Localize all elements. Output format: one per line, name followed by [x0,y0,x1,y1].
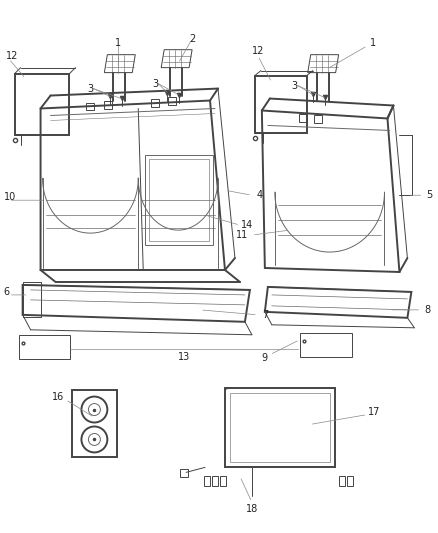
Text: 11: 11 [236,230,248,240]
Bar [14,74,70,135]
Text: 1: 1 [115,38,121,48]
Bar [300,333,352,357]
Text: 4: 4 [257,190,263,200]
Text: 3: 3 [292,80,298,91]
Bar [19,335,71,359]
Bar [72,390,117,457]
Bar [346,477,353,486]
Bar [299,115,307,123]
Bar [225,387,335,467]
Bar [180,470,188,478]
Bar [104,101,112,109]
Text: 12: 12 [252,46,264,55]
Bar [339,477,345,486]
Text: 13: 13 [178,352,190,362]
Text: 16: 16 [53,392,65,401]
Bar [220,477,226,486]
Text: 17: 17 [368,407,381,416]
Text: 14: 14 [241,220,253,230]
Text: 3: 3 [87,84,93,94]
Bar [168,96,176,104]
Bar [86,102,95,110]
Bar [314,116,321,124]
Bar [149,159,209,241]
Text: 5: 5 [426,190,432,200]
Text: 1: 1 [371,38,377,48]
Text: 2: 2 [189,34,195,44]
Text: 6: 6 [4,287,10,297]
Text: 10: 10 [4,192,16,202]
Bar [230,393,330,462]
Bar [212,477,218,486]
Text: 12: 12 [6,51,18,61]
Text: 7: 7 [262,310,268,320]
Text: 18: 18 [246,504,258,514]
Text: 8: 8 [424,305,431,315]
Bar [145,155,213,245]
Bar [204,477,210,486]
Text: 9: 9 [262,353,268,363]
Bar [255,76,307,133]
Bar [151,99,159,107]
Text: 3: 3 [152,78,158,88]
Bar [23,282,41,317]
